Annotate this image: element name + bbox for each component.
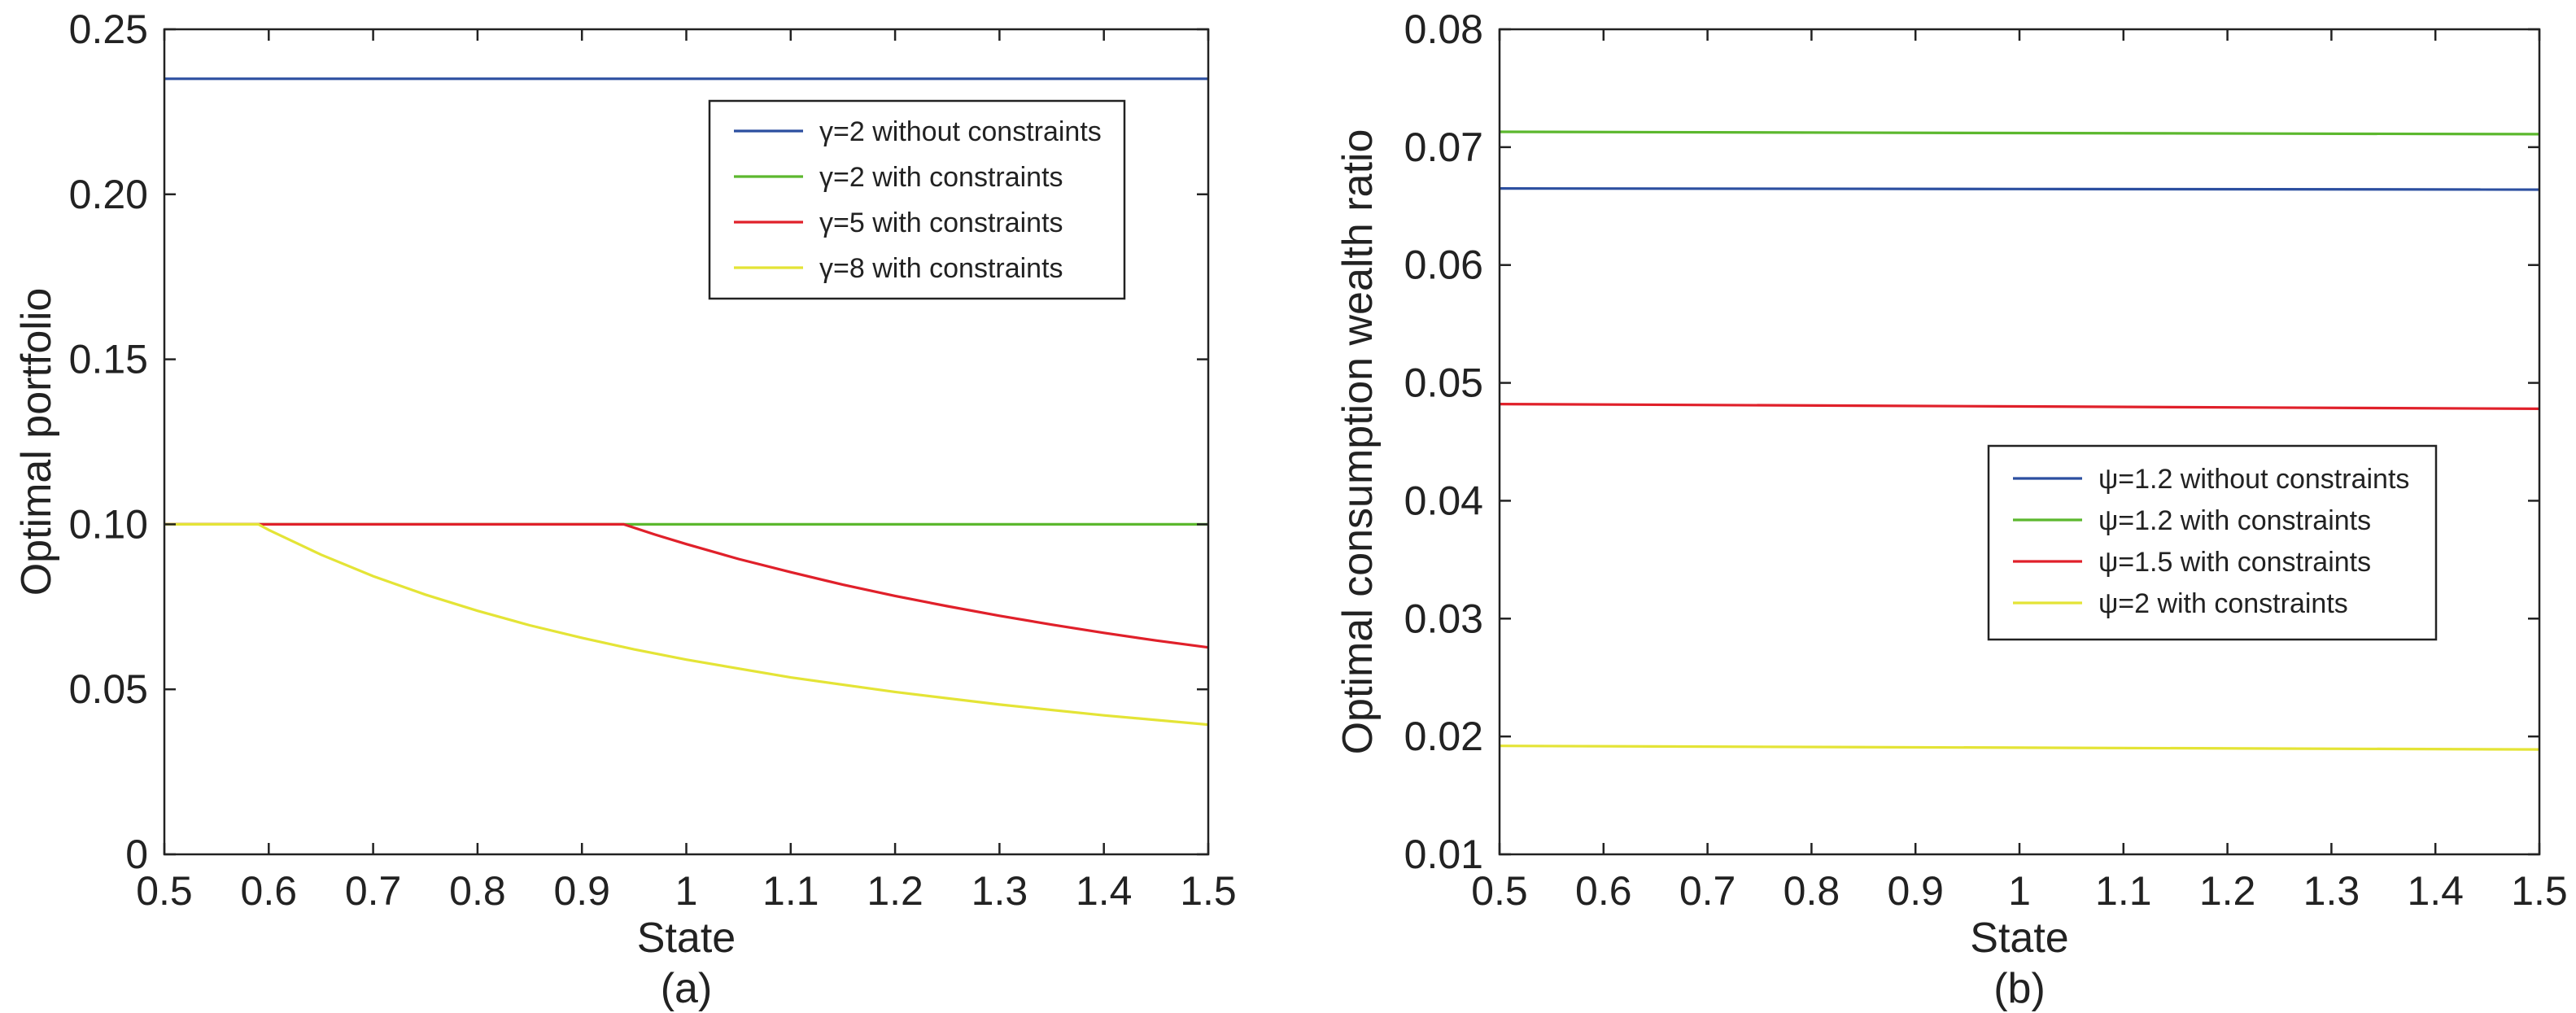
series-line-3	[1499, 744, 2540, 751]
x-tick-label: 0.6	[1575, 868, 1632, 914]
x-tick-label: 1.2	[867, 868, 923, 914]
x-tick-label: 1.2	[2199, 868, 2256, 914]
legend-entry: ψ=1.2 with constraints	[2098, 505, 2371, 536]
y-tick-label: 0.15	[69, 337, 148, 382]
y-axis-label: Optimal consumption wealth ratio	[1334, 129, 1382, 755]
y-axis-label: Optimal portfolio	[13, 288, 60, 596]
x-tick-label: 0.6	[241, 868, 298, 914]
legend: ψ=1.2 without constraints ψ=1.2 with cons…	[1987, 444, 2438, 641]
series-line-3	[164, 522, 1209, 727]
x-tick-label: 0.7	[1679, 868, 1736, 914]
x-tick-label: 0.5	[136, 868, 193, 914]
x-tick-label: 0.5	[1471, 868, 1528, 914]
x-tick-label: 1.5	[1180, 868, 1237, 914]
chart-panel-b: 0.5 0.6 0.7 0.8 0.9 1 1.1 1.2 1.3 1.4 1.5 0.01 0.02 0…	[1334, 7, 2568, 1012]
y-tick-label: 0.05	[69, 666, 148, 712]
x-tick-label: 1.1	[2095, 868, 2152, 914]
x-tick-label: 1.3	[2303, 868, 2360, 914]
series-line-2	[164, 522, 1209, 649]
x-tick-label: 1	[675, 868, 698, 914]
y-tick-label: 0.03	[1404, 596, 1483, 641]
legend-frame	[708, 99, 1126, 300]
y-tick-label: 0.01	[1404, 832, 1483, 877]
legend-entry: ψ=1.5 with constraints	[2098, 547, 2371, 578]
legend-entry: γ=2 without constraints	[819, 116, 1102, 147]
x-tick-label: 0.8	[1784, 868, 1840, 914]
x-tick-label: 0.9	[553, 868, 610, 914]
legend: γ=2 without constraints γ=2 with constrai…	[708, 99, 1126, 300]
x-tick-label: 1.3	[971, 868, 1028, 914]
y-tick-label: 0.02	[1404, 714, 1483, 759]
panel-label: (b)	[1993, 965, 2046, 1012]
y-tick-label: 0.10	[69, 501, 148, 547]
x-tick-label: 1.1	[762, 868, 819, 914]
y-tick-label: 0	[125, 832, 148, 877]
y-tick-label: 0.04	[1404, 478, 1483, 523]
y-tick-label: 0.05	[1404, 360, 1483, 406]
x-tick-label: 1.4	[1076, 868, 1133, 914]
legend-entry: γ=5 with constraints	[819, 207, 1063, 238]
y-tick-label: 0.20	[69, 172, 148, 217]
x-tick-label: 1	[2008, 868, 2031, 914]
x-tick-label: 1.5	[2511, 868, 2568, 914]
plot-area-frame	[1498, 28, 2541, 856]
legend-entry: ψ=2 with constraints	[2098, 588, 2348, 619]
x-tick-label: 1.4	[2407, 868, 2464, 914]
y-tick-label: 0.07	[1404, 124, 1483, 170]
x-tick-label: 0.7	[345, 868, 402, 914]
x-axis-label: State	[637, 915, 736, 962]
series-line-1	[1499, 130, 2540, 136]
x-axis-label: State	[1970, 915, 2068, 962]
y-tick-label: 0.08	[1404, 7, 1483, 52]
legend-entry: ψ=1.2 without constraints	[2098, 464, 2409, 495]
panel-label: (a)	[661, 965, 713, 1012]
chart-panel-a: 0.5 0.6 0.7 0.8 0.9 1 1.1 1.2 1.3 1.4 1.5 0 0.05 0.10…	[13, 7, 1237, 1012]
y-tick-label: 0.25	[69, 7, 148, 52]
series-line-0	[1499, 187, 2540, 191]
legend-entry: γ=2 with constraints	[819, 162, 1063, 193]
x-tick-label: 0.8	[449, 868, 506, 914]
x-tick-label: 0.9	[1887, 868, 1944, 914]
y-tick-label: 0.06	[1404, 242, 1483, 288]
legend-entry: γ=8 with constraints	[819, 253, 1063, 284]
series-line-2	[1499, 403, 2540, 410]
